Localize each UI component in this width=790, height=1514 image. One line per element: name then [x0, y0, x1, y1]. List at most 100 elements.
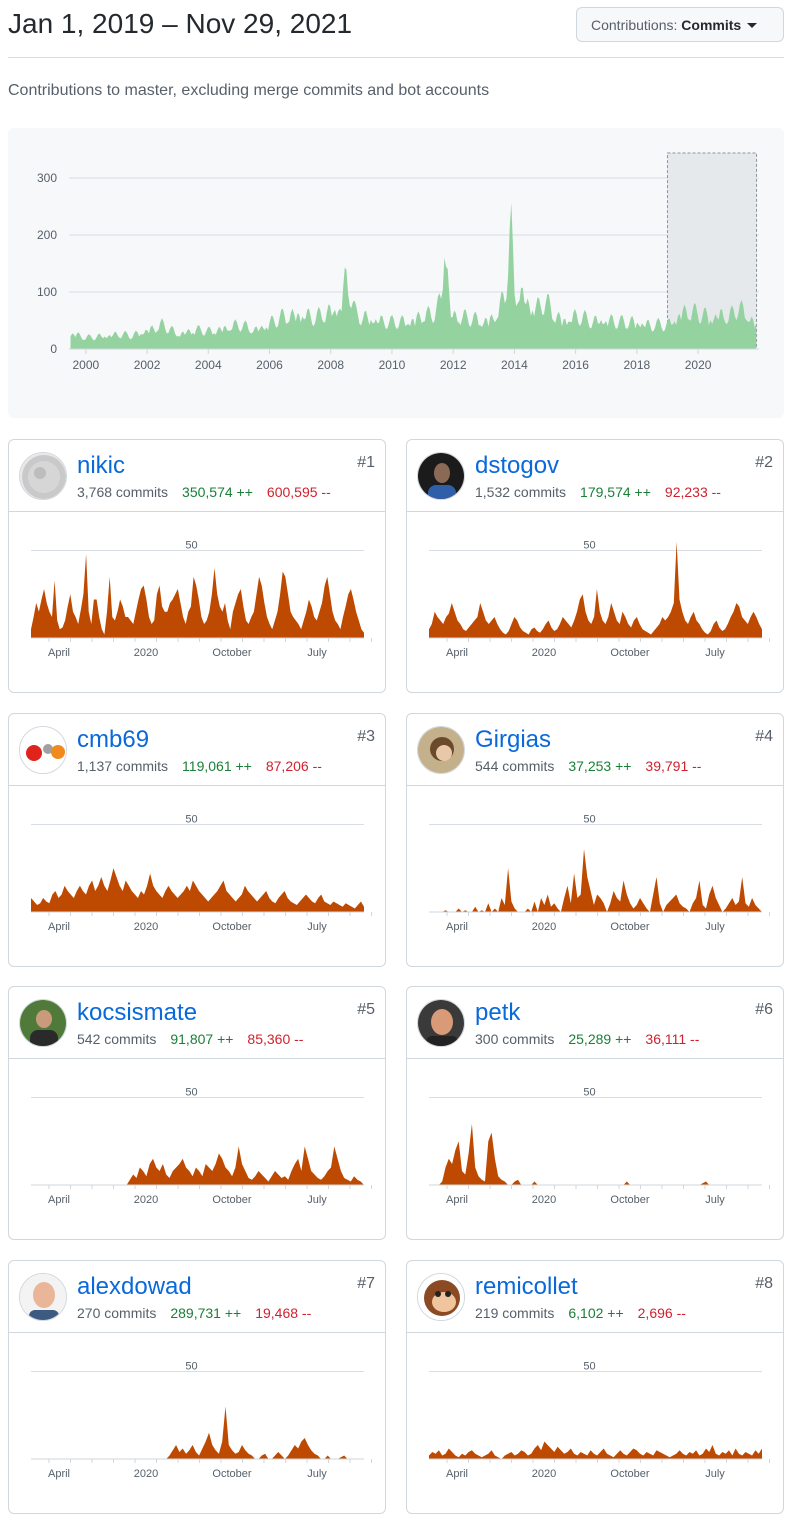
x-tick-label: 2010 — [379, 358, 406, 372]
y-tick-label: 50 — [185, 813, 197, 825]
contributor-rank: #6 — [755, 1001, 773, 1018]
avatar-image — [418, 1000, 464, 1046]
contributor-stats: 542 commits 91,807 ++ 85,360 -- — [77, 1031, 303, 1047]
x-tick-label: 2020 — [685, 358, 712, 372]
date-range-title: Jan 1, 2019 – Nov 29, 2021 — [8, 8, 353, 39]
x-tick-label: July — [307, 1194, 327, 1206]
deletions-count: 600,595 -- — [266, 484, 331, 500]
contributor-login-link[interactable]: cmb69 — [77, 725, 150, 753]
y-tick-label: 200 — [37, 228, 57, 242]
x-tick-label: April — [48, 1194, 70, 1206]
deletions-count: 85,360 -- — [247, 1031, 304, 1047]
contributor-login-link[interactable]: nikic — [77, 452, 126, 479]
deletions-count: 36,111 -- — [645, 1031, 700, 1047]
commit-count: 542 commits — [77, 1031, 157, 1047]
contributor-card-header: kocsismate #5 542 commits 91,807 ++ 85,360 -… — [9, 987, 385, 1059]
avatar[interactable] — [19, 999, 67, 1047]
x-tick-label: 2012 — [440, 358, 467, 372]
contributor-login-link[interactable]: remicollet — [475, 1272, 578, 1300]
contributor-login-link[interactable]: kocsismate — [77, 999, 198, 1026]
commit-count: 270 commits — [77, 1304, 157, 1321]
contributor-stats: 270 commits 289,731 ++ 19,468 -- — [77, 1305, 311, 1321]
x-tick-label: 2004 — [195, 358, 222, 372]
contributor-area-series — [429, 541, 762, 638]
x-tick-label: 2018 — [624, 358, 651, 372]
contributor-area-series — [31, 1146, 364, 1185]
deletions-count: 2,696 -- — [637, 1304, 686, 1321]
avatar-image — [418, 1273, 464, 1320]
contributor-area-series — [31, 1406, 364, 1459]
avatar[interactable] — [19, 1272, 67, 1321]
contributor-rank: #5 — [357, 1001, 375, 1018]
contributor-commit-chart: 50 April 2020 October July — [31, 540, 372, 659]
deletions-count: 39,791 -- — [645, 757, 702, 774]
contributor-commit-chart: 50 April 2020 October July — [31, 813, 372, 933]
contributor-card-header: nikic #1 3,768 commits 350,574 ++ 600,595 -- — [9, 440, 385, 512]
contributor-card: cmb69 #3 1,137 commits 119,061 ++ 87,206 -- 5… — [8, 712, 386, 967]
commit-count: 544 commits — [475, 757, 555, 774]
x-tick-label: July — [705, 1194, 725, 1206]
x-tick-label: July — [307, 647, 327, 659]
additions-count: 37,253 ++ — [568, 757, 632, 774]
additions-count: 91,807 ++ — [170, 1031, 234, 1047]
contributor-card: remicollet #8 219 commits 6,102 ++ 2,696 -- 5… — [406, 1259, 784, 1514]
contributor-login-link[interactable]: Girgias — [475, 725, 552, 753]
x-tick-label: October — [212, 921, 251, 933]
x-tick-label: July — [705, 1468, 725, 1480]
contributor-stats: 219 commits 6,102 ++ 2,696 -- — [475, 1305, 686, 1321]
contributor-stats: 3,768 commits 350,574 ++ 600,595 -- — [77, 484, 331, 500]
contributor-stats: 1,137 commits 119,061 ++ 87,206 -- — [77, 758, 322, 774]
contributor-login-link[interactable]: petk — [475, 999, 521, 1026]
contributor-card: nikic #1 3,768 commits 350,574 ++ 600,595 --… — [8, 439, 386, 693]
x-tick-label: April — [48, 647, 70, 659]
graph-subtitle: Contributions to master, excluding merge… — [8, 82, 490, 99]
x-tick-label: October — [212, 1468, 251, 1480]
contributor-card-header: remicollet #8 219 commits 6,102 ++ 2,696 -- — [407, 1261, 783, 1333]
overview-chart[interactable]: 0 100 200 300 2000 2002 2004 2006 2008 2010 2012 20… — [8, 128, 784, 418]
avatar[interactable] — [417, 1272, 465, 1321]
x-tick-label: 2020 — [134, 921, 158, 933]
additions-count: 289,731 ++ — [170, 1304, 242, 1321]
y-tick-label: 50 — [583, 813, 595, 825]
x-tick-label: October — [610, 647, 649, 659]
contributor-card-header: Girgias #4 544 commits 37,253 ++ 39,791 -- — [407, 714, 783, 786]
contributor-login-link[interactable]: alexdowad — [77, 1272, 192, 1300]
contributor-card: alexdowad #7 270 commits 289,731 ++ 19,468 -… — [8, 1259, 386, 1514]
deletions-count: 92,233 -- — [664, 484, 721, 500]
contributor-commit-chart: 50 April 2020 October July — [429, 540, 770, 659]
contributor-card-header: cmb69 #3 1,137 commits 119,061 ++ 87,206 -- — [9, 714, 385, 786]
page-header: Jan 1, 2019 – Nov 29, 2021 Contributions… — [8, 0, 784, 58]
contributor-card-header: petk #6 300 commits 25,289 ++ 36,111 -- — [407, 987, 783, 1059]
contributor-area-series — [429, 1441, 762, 1459]
x-tick-label: July — [307, 921, 327, 933]
contributor-commit-chart: 50 April 2020 October July — [31, 1087, 372, 1206]
avatar[interactable] — [19, 452, 67, 500]
contributor-card: dstogov #2 1,532 commits 179,574 ++ 92,233 -… — [406, 439, 784, 693]
overview-chart-svg: 0 100 200 300 2000 2002 2004 2006 2008 2010 2012 20… — [37, 152, 759, 372]
contributor-commit-chart: 50 April 2020 October July — [31, 1360, 372, 1480]
contributor-card: kocsismate #5 542 commits 91,807 ++ 85,360 -… — [8, 986, 386, 1240]
contributor-rank: #4 — [755, 727, 773, 745]
x-tick-label: 2002 — [134, 358, 161, 372]
additions-count: 179,574 ++ — [580, 484, 651, 500]
contributor-card-header: dstogov #2 1,532 commits 179,574 ++ 92,233 -… — [407, 440, 783, 512]
x-tick-label: October — [212, 1194, 251, 1206]
x-tick-label: July — [705, 921, 725, 933]
avatar[interactable] — [417, 999, 465, 1047]
y-tick-label: 50 — [583, 1360, 595, 1372]
contributor-rank: #1 — [357, 454, 375, 471]
avatar-image — [418, 453, 464, 499]
x-tick-label: 2020 — [532, 921, 556, 933]
y-tick-label: 0 — [50, 342, 57, 356]
avatar[interactable] — [417, 725, 465, 774]
x-tick-label: 2020 — [134, 647, 158, 659]
contributions-dropdown-button[interactable]: Contributions: Commits — [576, 7, 784, 42]
avatar-image — [418, 726, 464, 773]
commit-count: 3,768 commits — [77, 484, 169, 500]
contributor-stats: 544 commits 37,253 ++ 39,791 -- — [475, 758, 701, 774]
avatar[interactable] — [19, 725, 67, 774]
avatar[interactable] — [417, 452, 465, 500]
x-tick-label: October — [212, 647, 251, 659]
x-tick-label: April — [48, 1468, 70, 1480]
contributor-login-link[interactable]: dstogov — [475, 452, 560, 479]
